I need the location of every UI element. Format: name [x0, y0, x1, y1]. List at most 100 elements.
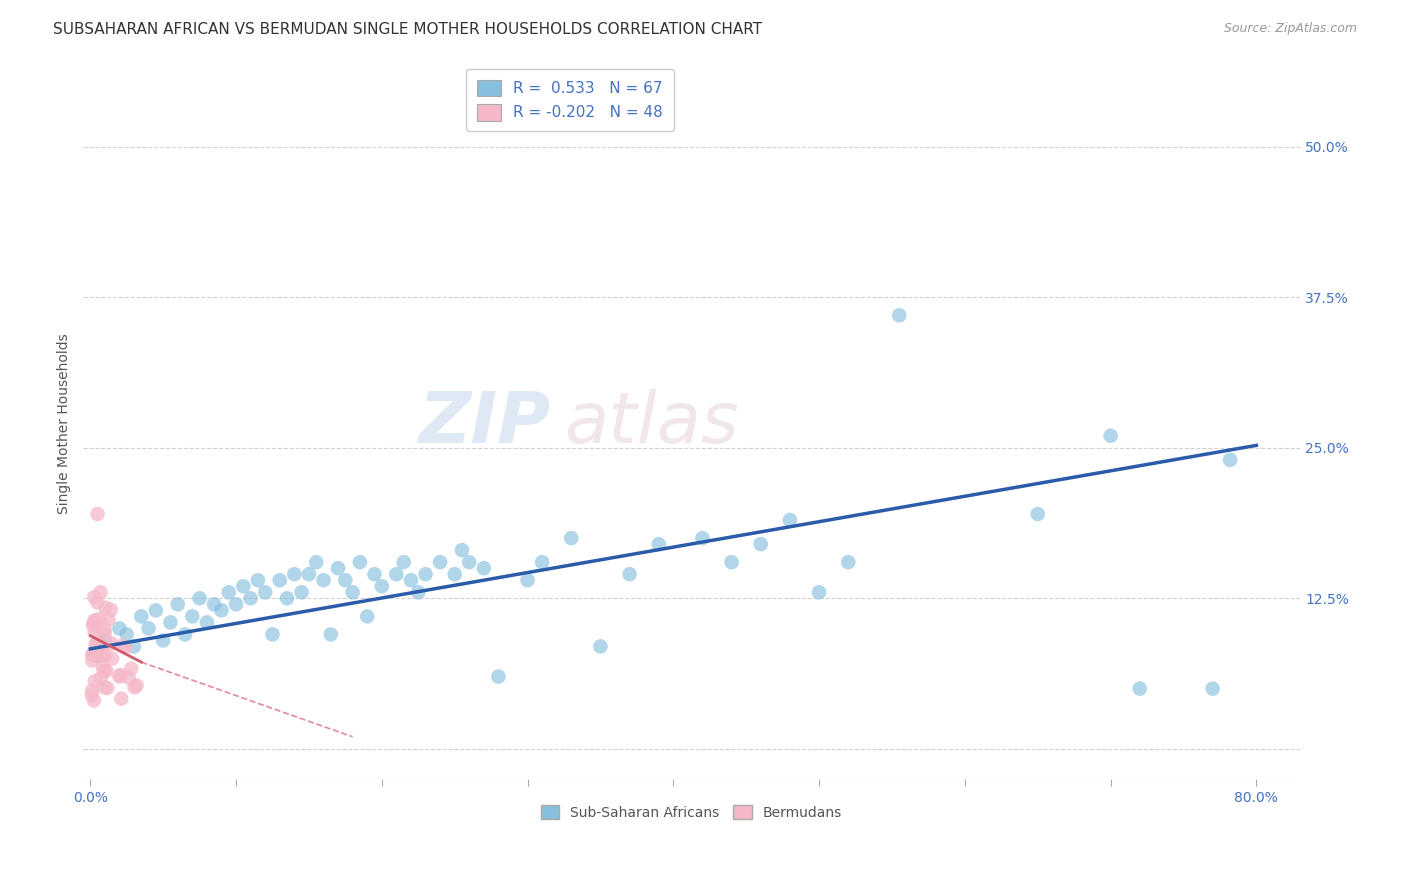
- Point: [84, 648, 107, 663]
- Point: [82, 683, 104, 698]
- Point: [100, 636, 122, 650]
- Point: [83, 613, 105, 627]
- Point: [82, 648, 104, 662]
- Point: [100, 602, 122, 616]
- Point: [1201, 681, 1223, 696]
- Point: [232, 579, 254, 593]
- Point: [451, 543, 474, 558]
- Point: [108, 668, 131, 682]
- Point: [1129, 681, 1152, 696]
- Point: [486, 669, 509, 683]
- Text: ZIP: ZIP: [419, 389, 551, 458]
- Y-axis label: Single Mother Households: Single Mother Households: [58, 334, 72, 514]
- Point: [91, 660, 114, 674]
- Point: [1219, 453, 1241, 467]
- Point: [82, 618, 104, 632]
- Point: [86, 648, 108, 663]
- Point: [392, 555, 415, 569]
- Point: [94, 648, 117, 662]
- Point: [83, 693, 105, 707]
- Point: [118, 671, 141, 685]
- Point: [298, 567, 321, 582]
- Point: [211, 603, 233, 617]
- Point: [458, 555, 481, 569]
- Point: [111, 639, 134, 653]
- Point: [91, 647, 114, 661]
- Point: [80, 688, 103, 702]
- Point: [589, 640, 612, 654]
- Legend: Sub-Saharan Africans, Bermudans: Sub-Saharan Africans, Bermudans: [536, 800, 848, 825]
- Point: [115, 627, 138, 641]
- Point: [305, 555, 328, 569]
- Point: [101, 651, 124, 665]
- Point: [749, 537, 772, 551]
- Point: [114, 640, 136, 655]
- Point: [779, 513, 801, 527]
- Point: [335, 573, 357, 587]
- Point: [1099, 429, 1122, 443]
- Point: [648, 537, 671, 551]
- Point: [90, 671, 112, 685]
- Point: [516, 573, 538, 587]
- Point: [174, 627, 197, 641]
- Point: [83, 624, 105, 639]
- Point: [808, 585, 831, 599]
- Point: [406, 585, 429, 599]
- Point: [108, 621, 131, 635]
- Point: [89, 612, 111, 626]
- Point: [84, 644, 107, 658]
- Point: [94, 633, 117, 648]
- Point: [82, 648, 104, 662]
- Point: [269, 573, 291, 587]
- Point: [89, 585, 111, 599]
- Point: [531, 555, 554, 569]
- Point: [239, 591, 262, 606]
- Point: [415, 567, 437, 582]
- Point: [202, 597, 225, 611]
- Point: [159, 615, 181, 630]
- Point: [889, 309, 911, 323]
- Point: [93, 622, 115, 636]
- Point: [399, 573, 422, 587]
- Point: [312, 573, 335, 587]
- Point: [97, 613, 120, 627]
- Point: [262, 627, 284, 641]
- Point: [90, 648, 112, 663]
- Point: [254, 585, 277, 599]
- Point: [371, 579, 394, 593]
- Point: [93, 664, 115, 678]
- Point: [837, 555, 859, 569]
- Point: [94, 600, 117, 615]
- Point: [94, 627, 117, 641]
- Point: [218, 585, 240, 599]
- Point: [166, 597, 188, 611]
- Point: [83, 590, 105, 604]
- Point: [86, 637, 108, 651]
- Point: [152, 633, 174, 648]
- Point: [720, 555, 742, 569]
- Point: [385, 567, 408, 582]
- Point: [129, 609, 152, 624]
- Point: [125, 678, 148, 692]
- Point: [93, 681, 115, 695]
- Point: [82, 653, 104, 667]
- Point: [122, 640, 145, 654]
- Point: [108, 669, 131, 683]
- Text: atlas: atlas: [564, 389, 738, 458]
- Point: [225, 597, 247, 611]
- Point: [283, 567, 305, 582]
- Point: [619, 567, 641, 582]
- Point: [145, 603, 167, 617]
- Text: SUBSAHARAN AFRICAN VS BERMUDAN SINGLE MOTHER HOUSEHOLDS CORRELATION CHART: SUBSAHARAN AFRICAN VS BERMUDAN SINGLE MO…: [53, 22, 762, 37]
- Point: [276, 591, 298, 606]
- Point: [181, 609, 204, 624]
- Text: Source: ZipAtlas.com: Source: ZipAtlas.com: [1223, 22, 1357, 36]
- Point: [195, 615, 218, 630]
- Point: [319, 627, 342, 641]
- Point: [124, 681, 146, 695]
- Point: [83, 674, 105, 689]
- Point: [363, 567, 385, 582]
- Point: [472, 561, 495, 575]
- Point: [120, 662, 142, 676]
- Point: [246, 573, 269, 587]
